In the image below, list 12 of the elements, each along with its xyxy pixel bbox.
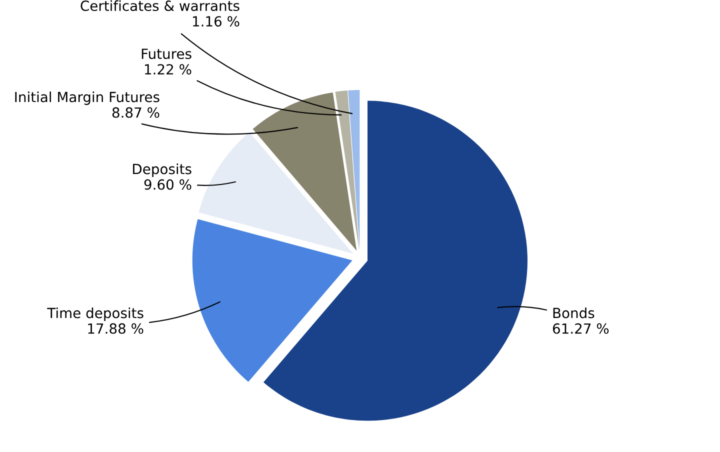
slice-label: Deposits bbox=[133, 164, 192, 177]
slice-label: Futures bbox=[142, 48, 192, 60]
data-label: 1.16 % bbox=[192, 16, 240, 27]
data-label: 9.60 % bbox=[144, 179, 192, 190]
slice-label: Initial Margin Futures bbox=[15, 92, 160, 105]
slice-label: Bonds bbox=[553, 308, 594, 318]
data-label: 17.88 % bbox=[88, 323, 144, 334]
data-label: 61.27 % bbox=[552, 323, 609, 334]
data-label: 8.87 % bbox=[112, 107, 160, 118]
data-label: 1.22 % bbox=[144, 64, 192, 75]
slice-label: Certificates & warrants bbox=[80, 0, 240, 12]
slice-label: Time deposits bbox=[47, 308, 144, 321]
